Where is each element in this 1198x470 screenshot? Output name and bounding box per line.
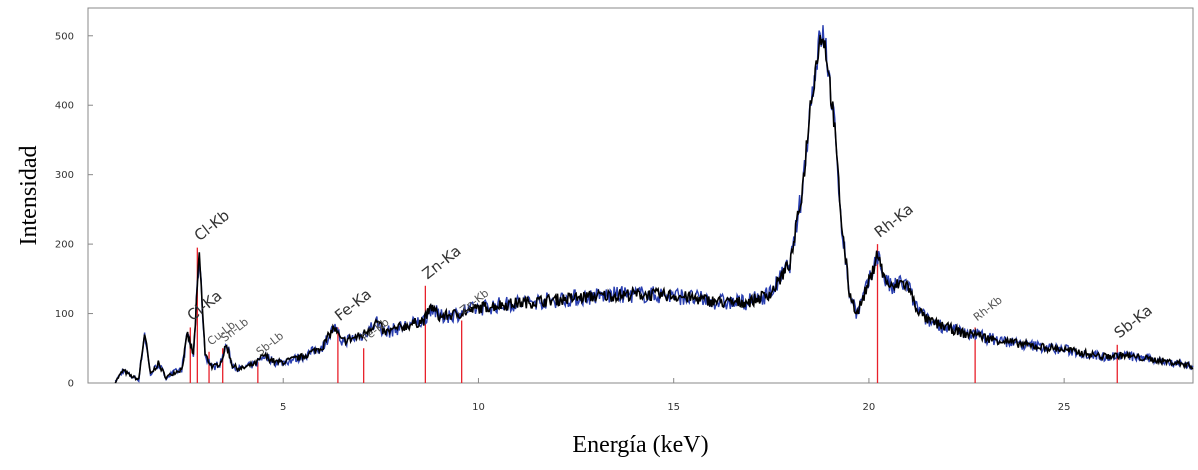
x-tick-label: 10 [472, 402, 485, 413]
peak-label: Sb-Lb [254, 329, 286, 358]
spectrum-line [114, 34, 1194, 384]
x-tick-label: 5 [280, 402, 286, 413]
peak-label: Cl-Kb [191, 206, 233, 244]
peak-label: Zn-Ka [419, 242, 465, 283]
y-axis-title: Intensidad [16, 146, 42, 246]
y-tick-label: 400 [55, 101, 74, 112]
peak-label: Sn-Lb [219, 315, 251, 344]
y-tick-label: 100 [55, 309, 74, 320]
y-tick-label: 500 [55, 31, 74, 42]
x-tick-label: 15 [667, 402, 680, 413]
peak-label: Sb-Ka [1111, 301, 1156, 342]
peak-label: Rh-Kb [971, 293, 1005, 323]
peak-label: Cl-Ka [184, 287, 226, 325]
spectrum-overlay-line [114, 25, 1194, 383]
plot-frame [87, 7, 1194, 384]
y-tick-label: 0 [68, 379, 74, 390]
y-tick-label: 200 [55, 240, 74, 251]
x-axis-title: Energía (keV) [572, 432, 708, 458]
peak-label: Rh-Ka [871, 200, 917, 241]
x-tick-label: 20 [863, 402, 876, 413]
y-tick-label: 300 [55, 170, 74, 181]
y-axis: 0 100 200 300 400 500 [55, 31, 93, 390]
x-axis: 5 10 15 20 25 [280, 378, 1071, 413]
x-tick-label: 25 [1058, 402, 1071, 413]
peak-label: Fe-Ka [331, 285, 375, 325]
